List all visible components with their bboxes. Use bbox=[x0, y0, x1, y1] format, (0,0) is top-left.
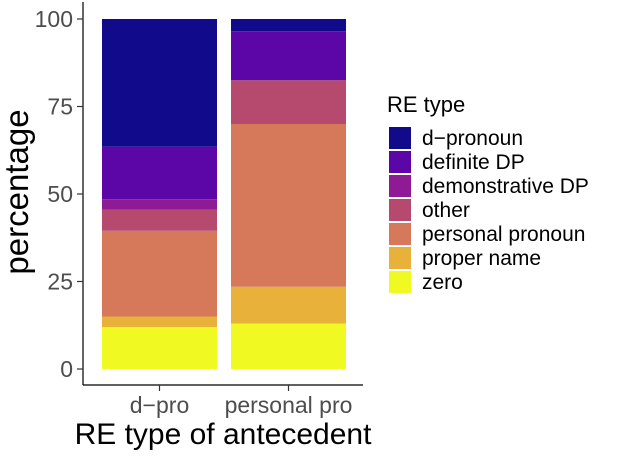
bar-segment-1-6 bbox=[231, 19, 346, 32]
bar-segment-0-3 bbox=[102, 209, 217, 231]
legend-label-1: definite DP bbox=[422, 151, 525, 174]
legend-swatch-1 bbox=[389, 151, 411, 173]
bar-segment-0-0 bbox=[102, 327, 217, 369]
legend-swatch-4 bbox=[389, 223, 411, 245]
bar-segment-1-2 bbox=[231, 124, 346, 287]
x-ticks-layer: d−pro personal pro bbox=[130, 385, 353, 418]
legend-swatch-0 bbox=[389, 127, 411, 149]
legend-label-2: demonstrative DP bbox=[422, 175, 589, 198]
legend-label-5: proper name bbox=[422, 247, 541, 270]
bar-segment-1-1 bbox=[231, 286, 346, 324]
bar-segment-1-0 bbox=[231, 323, 346, 369]
legend-swatch-3 bbox=[389, 199, 411, 221]
legend-label-0: d−pronoun bbox=[422, 127, 523, 150]
bar-segment-0-5 bbox=[102, 146, 217, 200]
y-tick-label-2: 50 bbox=[47, 181, 73, 207]
legend-swatch-2 bbox=[389, 175, 411, 197]
x-tick-label-1: personal pro bbox=[225, 392, 353, 418]
y-tick-label-4: 100 bbox=[35, 6, 73, 32]
y-ticks-layer: 0 25 50 75 100 bbox=[35, 6, 83, 382]
bar-segment-0-2 bbox=[102, 230, 217, 317]
bar-segment-1-5 bbox=[231, 31, 346, 81]
legend-label-6: zero bbox=[422, 271, 463, 294]
y-tick-label-3: 75 bbox=[47, 94, 73, 120]
y-axis-label: percentage bbox=[0, 109, 35, 274]
bars-layer bbox=[102, 19, 346, 369]
legend-swatch-6 bbox=[389, 271, 411, 293]
bar-segment-0-4 bbox=[102, 199, 217, 210]
bar-segment-1-3 bbox=[231, 80, 346, 124]
legend-swatch-5 bbox=[389, 247, 411, 269]
legend-title: RE type bbox=[387, 92, 465, 117]
y-tick-label-0: 0 bbox=[60, 356, 73, 382]
legend-label-4: personal pronoun bbox=[422, 223, 585, 246]
x-tick-label-0: d−pro bbox=[130, 392, 189, 418]
legend-label-3: other bbox=[422, 199, 470, 222]
y-tick-label-1: 25 bbox=[47, 269, 73, 295]
bar-segment-0-1 bbox=[102, 316, 217, 327]
x-axis-label: RE type of antecedent bbox=[75, 418, 373, 451]
bar-segment-0-6 bbox=[102, 19, 217, 147]
